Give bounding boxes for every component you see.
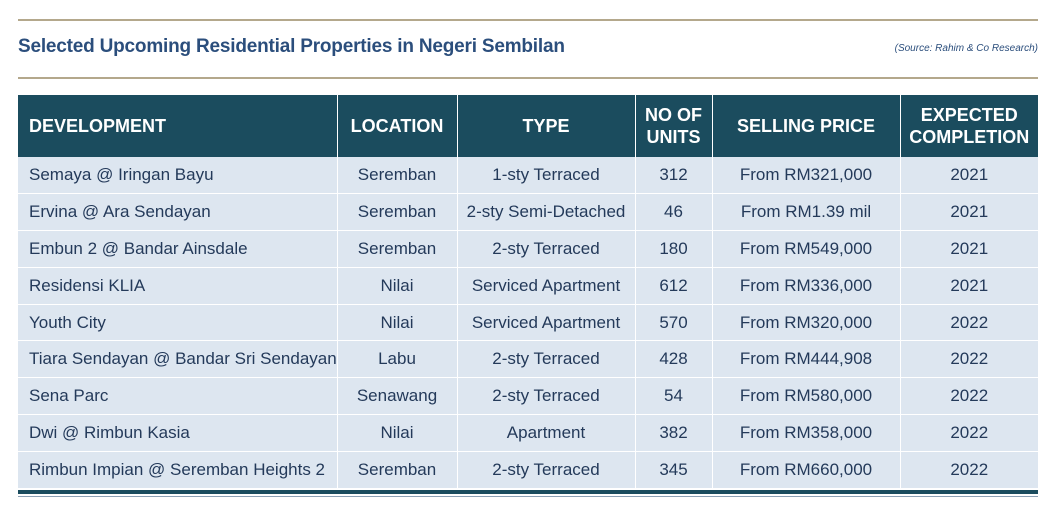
table-row: Embun 2 @ Bandar Ainsdale Seremban 2-sty…: [18, 230, 1038, 268]
table-row: Rimbun Impian @ Seremban Heights 2 Serem…: [18, 451, 1038, 489]
table-body: Semaya @ Iringan Bayu Seremban 1-sty Ter…: [18, 157, 1038, 489]
top-divider: [18, 19, 1038, 21]
cell-development: Residensi KLIA: [18, 267, 338, 305]
cell-completion: 2022: [900, 304, 1038, 342]
cell-development: Rimbun Impian @ Seremban Heights 2: [18, 451, 338, 489]
cell-units: 46: [635, 193, 713, 232]
cell-units: 54: [635, 377, 713, 416]
cell-price: From RM358,000: [712, 414, 901, 452]
cell-price: From RM1.39 mil: [712, 193, 901, 232]
header-completion-line2: COMPLETION: [909, 127, 1030, 147]
header-price: SELLING PRICE: [712, 95, 901, 157]
cell-units: 345: [635, 451, 713, 489]
cell-units: 312: [635, 157, 713, 195]
cell-price: From RM336,000: [712, 267, 901, 305]
cell-price: From RM580,000: [712, 377, 901, 416]
header-units-line2: UNITS: [646, 127, 701, 147]
cell-completion: 2021: [900, 157, 1038, 195]
cell-type: 2-sty Terraced: [457, 340, 636, 379]
cell-completion: 2022: [900, 340, 1038, 379]
table-row: Youth City Nilai Serviced Apartment 570 …: [18, 304, 1038, 342]
header-completion: EXPECTED COMPLETION: [900, 95, 1038, 157]
cell-price: From RM549,000: [712, 230, 901, 268]
cell-location: Nilai: [337, 304, 458, 342]
source-note: (Source: Rahim & Co Research): [894, 43, 1038, 54]
table-row: Tiara Sendayan @ Bandar Sri Sendayan Lab…: [18, 340, 1038, 379]
table-row: Ervina @ Ara Sendayan Seremban 2-sty Sem…: [18, 193, 1038, 232]
cell-units: 612: [635, 267, 713, 305]
cell-development: Youth City: [18, 304, 338, 342]
cell-development: Tiara Sendayan @ Bandar Sri Sendayan: [18, 340, 338, 379]
header-completion-line1: EXPECTED: [920, 105, 1018, 125]
cell-type: 2-sty Terraced: [457, 230, 636, 268]
page-title: Selected Upcoming Residential Properties…: [18, 36, 565, 57]
header-type: TYPE: [457, 95, 636, 157]
cell-location: Nilai: [337, 414, 458, 452]
cell-completion: 2022: [900, 377, 1038, 416]
cell-type: Serviced Apartment: [457, 304, 636, 342]
cell-units: 180: [635, 230, 713, 268]
header-row: DEVELOPMENT LOCATION TYPE NO OF UNITS SEL…: [18, 95, 1038, 157]
cell-location: Seremban: [337, 451, 458, 489]
cell-location: Nilai: [337, 267, 458, 305]
cell-type: 2-sty Terraced: [457, 451, 636, 489]
cell-completion: 2022: [950, 460, 989, 480]
cell-type: 2-sty Terraced: [457, 377, 636, 416]
cell-development: Sena Parc: [18, 377, 338, 416]
table-row: Semaya @ Iringan Bayu Seremban 1-sty Ter…: [18, 157, 1038, 195]
cell-units: 570: [635, 304, 713, 342]
cell-price: From RM444,908: [712, 340, 901, 379]
cell-location: Seremban: [337, 157, 458, 195]
cell-price: From RM321,000: [712, 157, 901, 195]
cell-units: 382: [635, 414, 713, 452]
cell-price: From RM320,000: [712, 304, 901, 342]
cell-development: Dwi @ Rimbun Kasia: [18, 414, 338, 452]
cell-type: 1-sty Terraced: [457, 157, 636, 195]
cell-units: 428: [635, 340, 713, 379]
cell-type: 2-sty Semi-Detached: [457, 193, 636, 232]
cell-completion: 2021: [900, 230, 1038, 268]
cell-location: Labu: [337, 340, 458, 379]
cell-development: Semaya @ Iringan Bayu: [18, 157, 338, 195]
table-header: DEVELOPMENT LOCATION TYPE NO OF UNITS SEL…: [18, 95, 1038, 157]
properties-table: DEVELOPMENT LOCATION TYPE NO OF UNITS SEL…: [18, 95, 1038, 489]
cell-location: Seremban: [337, 230, 458, 268]
header-development: DEVELOPMENT: [18, 95, 338, 157]
header-location: LOCATION: [337, 95, 458, 157]
cell-completion: 2021: [900, 193, 1038, 232]
cell-type: Serviced Apartment: [457, 267, 636, 305]
cell-completion: 2022: [900, 414, 1038, 452]
cell-type: Apartment: [457, 414, 636, 452]
cell-location: Senawang: [337, 377, 458, 416]
cell-location: Seremban: [337, 193, 458, 232]
table-row: Dwi @ Rimbun Kasia Nilai Apartment 382 F…: [18, 414, 1038, 452]
header-units: NO OF UNITS: [635, 95, 713, 157]
bottom-divider-thin: [18, 496, 1038, 497]
cell-development: Embun 2 @ Bandar Ainsdale: [18, 230, 338, 268]
cell-development: Ervina @ Ara Sendayan: [18, 193, 338, 232]
bottom-divider: [18, 490, 1038, 494]
cell-completion: 2021: [900, 267, 1038, 305]
table-row: Residensi KLIA Nilai Serviced Apartment …: [18, 267, 1038, 305]
table-row: Sena Parc Senawang 2-sty Terraced 54 Fro…: [18, 377, 1038, 416]
header-units-line1: NO OF: [645, 105, 702, 125]
cell-price: From RM660,000: [712, 451, 901, 489]
title-divider: [18, 77, 1038, 79]
